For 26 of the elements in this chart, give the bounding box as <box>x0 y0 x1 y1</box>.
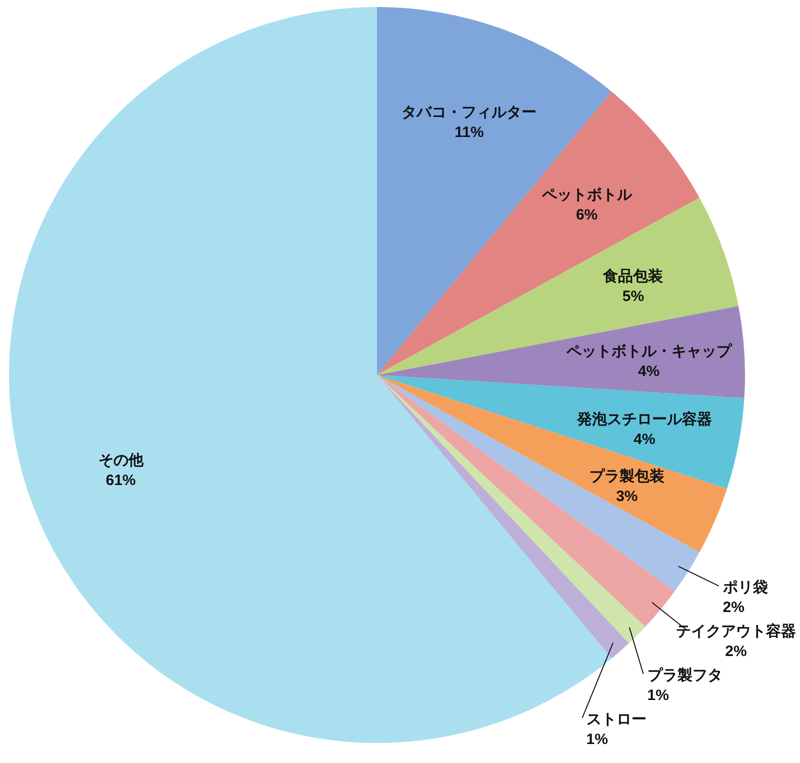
pie-slice <box>377 306 745 398</box>
data-label: 1% <box>647 686 669 704</box>
data-label: 61% <box>106 472 136 490</box>
data-label: 1% <box>586 730 608 748</box>
slice-label: 食品包装 <box>602 268 664 285</box>
data-label: 3% <box>616 488 638 506</box>
slice-label: テイクアウト容器 <box>676 622 796 640</box>
pie-slice <box>377 375 744 489</box>
data-label: 11% <box>454 124 484 141</box>
slice-label: ペットボトル <box>540 186 633 204</box>
data-label: 4% <box>634 431 656 448</box>
data-label: 2% <box>725 642 747 660</box>
slice-label: プラ製包装 <box>589 468 664 486</box>
pie-slice <box>377 375 727 552</box>
slice-label: タバコ・フィルター <box>402 104 537 121</box>
pie-slice <box>377 91 700 375</box>
slice-label: ポリ袋 <box>722 578 768 596</box>
slice-label: 発泡スチロール容器 <box>576 410 712 428</box>
slice-label: プラ製フタ <box>647 666 722 684</box>
data-label: 2% <box>722 598 744 616</box>
data-label: 5% <box>622 288 644 305</box>
data-label: 6% <box>576 206 598 224</box>
slice-label: ストロー <box>586 710 646 728</box>
slice-label: ペットボトル・キャップ <box>565 342 732 360</box>
slice-label: その他 <box>98 452 144 470</box>
data-label: 4% <box>638 362 660 380</box>
